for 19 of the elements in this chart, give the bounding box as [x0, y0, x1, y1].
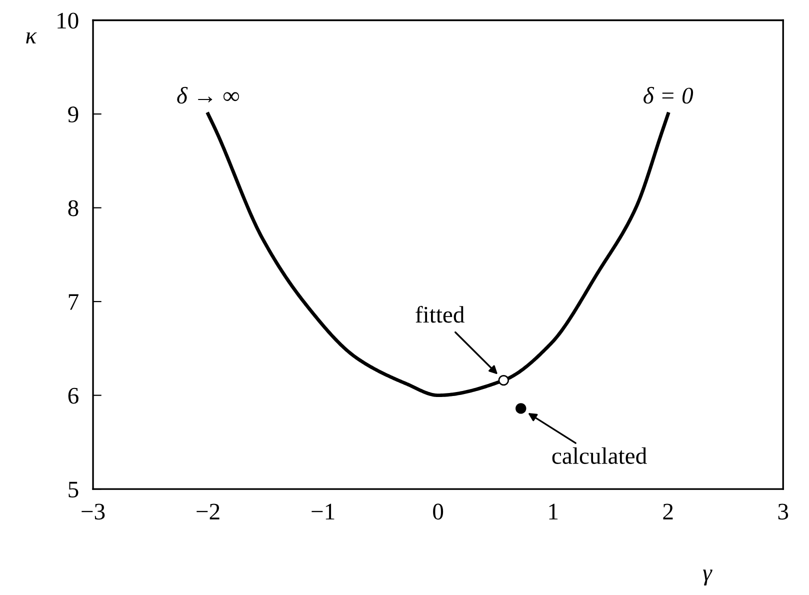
x-tick-label: 2	[663, 504, 673, 520]
x-tick-label: −2	[196, 504, 220, 520]
y-axis-title: κ	[26, 32, 37, 44]
y-tick-label: 5	[68, 482, 78, 498]
annotation: calculated	[552, 447, 647, 464]
annotation: fitted	[416, 306, 464, 323]
x-tick-label: 1	[549, 504, 558, 520]
annotation: δ → ∞	[177, 86, 239, 104]
y-tick-label: 8	[68, 200, 78, 216]
x-tick-label: 3	[778, 504, 788, 520]
y-tick-label: 10	[58, 12, 78, 29]
y-tick-label: 6	[68, 388, 78, 404]
x-tick-label: −1	[312, 504, 334, 520]
y-tick-label: 9	[68, 106, 78, 122]
y-tick-label: 7	[68, 294, 78, 310]
x-tick-label: 0	[433, 504, 444, 520]
annotation: δ = 0	[644, 86, 694, 104]
x-axis-title: γ	[702, 570, 712, 586]
x-tick-label: −3	[82, 504, 105, 520]
